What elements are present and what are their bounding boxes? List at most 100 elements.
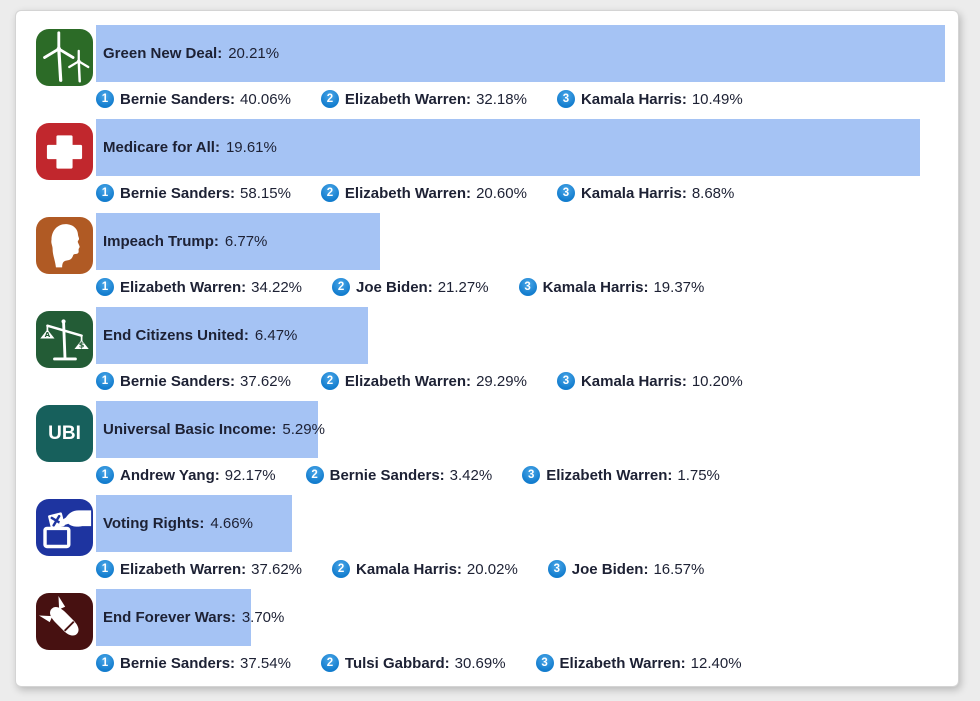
- bar-track: End Forever Wars: 3.70%: [96, 589, 945, 646]
- issue-row: Impeach Trump: 6.77% 1 Elizabeth Warren:…: [36, 213, 945, 297]
- rank-2-badge-icon: 2: [320, 184, 339, 202]
- bar-track: Voting Rights: 4.66%: [96, 495, 945, 552]
- rank-item-1: 1 Andrew Yang: 92.17%: [96, 466, 276, 484]
- candidate-value: 40.06%: [240, 90, 291, 108]
- rank-1-badge-icon: 1: [96, 90, 114, 108]
- rank-item-2: 2 Joe Biden: 21.27%: [332, 278, 489, 296]
- issue-icon-glyph: [36, 593, 93, 650]
- rank-3-badge-icon: 3: [547, 560, 566, 578]
- issue-label: Voting Rights:: [103, 515, 205, 532]
- candidate-name: Elizabeth Warren:: [559, 654, 686, 672]
- bar-track: Medicare for All: 19.61%: [96, 119, 945, 176]
- medical-cross-icon: [36, 123, 93, 180]
- issue-bar: Impeach Trump: 6.77%: [96, 213, 381, 270]
- rank-1-badge-icon: 1: [96, 466, 114, 484]
- issue-value: 6.77%: [224, 233, 268, 250]
- issue-row-main: Universal Basic Income: 5.29% 1 Andrew Y…: [96, 401, 945, 485]
- candidate-name: Bernie Sanders:: [329, 466, 445, 484]
- bar-track: Universal Basic Income: 5.29%: [96, 401, 945, 458]
- candidate-name: Elizabeth Warren:: [344, 184, 472, 202]
- candidate-value: 20.60%: [476, 184, 527, 202]
- rank-item-3: 3 Elizabeth Warren: 12.40%: [535, 654, 742, 672]
- candidate-name: Bernie Sanders:: [120, 184, 236, 202]
- candidate-value: 19.37%: [653, 278, 705, 296]
- rank-item-3: 3 Kamala Harris: 19.37%: [518, 278, 705, 296]
- candidate-value: 34.22%: [251, 278, 303, 296]
- rank-item-3: 3 Joe Biden: 16.57%: [547, 560, 704, 578]
- rank-item-2: 2 Elizabeth Warren: 20.60%: [320, 184, 527, 202]
- issue-value: 6.47%: [254, 327, 298, 344]
- rank-item-1: 1 Elizabeth Warren: 34.22%: [96, 278, 302, 296]
- issues-bar-chart: Green New Deal: 20.21% 1 Bernie Sanders:…: [36, 25, 945, 673]
- rank-2-badge-icon: 2: [320, 372, 339, 390]
- candidate-name: Elizabeth Warren:: [546, 466, 673, 484]
- rank-2-badge-icon: 2: [320, 654, 339, 672]
- issue-bar: Green New Deal: 20.21%: [96, 25, 945, 82]
- candidate-value: 12.40%: [690, 654, 742, 672]
- rank-2-badge-icon: 2: [320, 90, 339, 108]
- rank-3-badge-icon: 3: [518, 278, 537, 296]
- candidate-value: 58.15%: [240, 184, 291, 202]
- candidate-value: 32.18%: [476, 90, 527, 108]
- rank-3-badge-icon: 3: [556, 372, 575, 390]
- issue-row-main: End Citizens United: 6.47% 1 Bernie Sand…: [96, 307, 945, 391]
- rank-item-3: 3 Elizabeth Warren: 1.75%: [522, 466, 720, 484]
- candidate-name: Kamala Harris:: [356, 560, 462, 578]
- issue-row: UBI Universal Basic Income: 5.29% 1 Andr…: [36, 401, 945, 485]
- issue-label: Impeach Trump:: [103, 233, 219, 250]
- candidate-name: Elizabeth Warren:: [120, 560, 247, 578]
- candidate-value: 92.17%: [224, 466, 276, 484]
- candidate-value: 10.20%: [691, 372, 743, 390]
- candidate-name: Kamala Harris:: [542, 278, 649, 296]
- issue-bar: End Citizens United: 6.47%: [96, 307, 368, 364]
- candidate-name: Kamala Harris:: [580, 184, 687, 202]
- candidate-rank-list: 1 Bernie Sanders: 37.54% 2 Tulsi Gabbard…: [96, 653, 945, 673]
- candidate-rank-list: 1 Elizabeth Warren: 34.22% 2 Joe Biden: …: [96, 277, 945, 297]
- bomb-icon: [36, 593, 93, 650]
- issue-value: 5.29%: [282, 421, 325, 438]
- rank-item-3: 3 Kamala Harris: 8.68%: [556, 184, 735, 202]
- candidate-name: Bernie Sanders:: [120, 372, 236, 390]
- issue-label: End Forever Wars:: [103, 609, 236, 626]
- issue-row-main: Green New Deal: 20.21% 1 Bernie Sanders:…: [96, 25, 945, 109]
- issue-bar: Voting Rights: 4.66%: [96, 495, 292, 552]
- issues-chart-card: Green New Deal: 20.21% 1 Bernie Sanders:…: [15, 10, 959, 687]
- rank-item-2: 2 Elizabeth Warren: 29.29%: [320, 372, 527, 390]
- issue-row: End Forever Wars: 3.70% 1 Bernie Sanders…: [36, 589, 945, 673]
- issue-row: Medicare for All: 19.61% 1 Bernie Sander…: [36, 119, 945, 203]
- issue-value: 19.61%: [225, 139, 277, 156]
- rank-2-badge-icon: 2: [332, 560, 351, 578]
- rank-item-1: 1 Bernie Sanders: 37.62%: [96, 372, 291, 390]
- issue-row-main: Impeach Trump: 6.77% 1 Elizabeth Warren:…: [96, 213, 945, 297]
- issue-label: Universal Basic Income:: [103, 421, 277, 438]
- issue-icon-glyph: [36, 499, 93, 556]
- candidate-value: 20.02%: [466, 560, 518, 578]
- rank-2-badge-icon: 2: [332, 278, 351, 296]
- candidate-value: 37.62%: [240, 372, 291, 390]
- candidate-value: 21.27%: [437, 278, 489, 296]
- candidate-value: 3.42%: [449, 466, 493, 484]
- issue-bar: Universal Basic Income: 5.29%: [96, 401, 325, 458]
- candidate-value: 29.29%: [476, 372, 527, 390]
- candidate-rank-list: 1 Bernie Sanders: 37.62% 2 Elizabeth War…: [96, 371, 945, 391]
- rank-item-2: 2 Kamala Harris: 20.02%: [332, 560, 518, 578]
- candidate-name: Kamala Harris:: [580, 372, 687, 390]
- rank-3-badge-icon: 3: [556, 90, 575, 108]
- rank-item-3: 3 Kamala Harris: 10.20%: [556, 372, 743, 390]
- candidate-name: Elizabeth Warren:: [344, 90, 472, 108]
- rank-1-badge-icon: 1: [96, 184, 114, 202]
- candidate-name: Bernie Sanders:: [120, 90, 236, 108]
- candidate-value: 10.49%: [691, 90, 743, 108]
- issue-value: 20.21%: [228, 45, 280, 62]
- candidate-name: Joe Biden:: [571, 560, 649, 578]
- issue-label: Green New Deal:: [103, 45, 223, 62]
- rank-1-badge-icon: 1: [96, 654, 114, 672]
- rank-2-badge-icon: 2: [305, 466, 324, 484]
- issue-bar: Medicare for All: 19.61%: [96, 119, 920, 176]
- candidate-value: 8.68%: [691, 184, 735, 202]
- candidate-value: 30.69%: [454, 654, 506, 672]
- candidate-rank-list: 1 Bernie Sanders: 40.06% 2 Elizabeth War…: [96, 89, 945, 109]
- candidate-name: Tulsi Gabbard:: [344, 654, 450, 672]
- candidate-name: Joe Biden:: [356, 278, 433, 296]
- issue-icon-glyph: [36, 311, 93, 368]
